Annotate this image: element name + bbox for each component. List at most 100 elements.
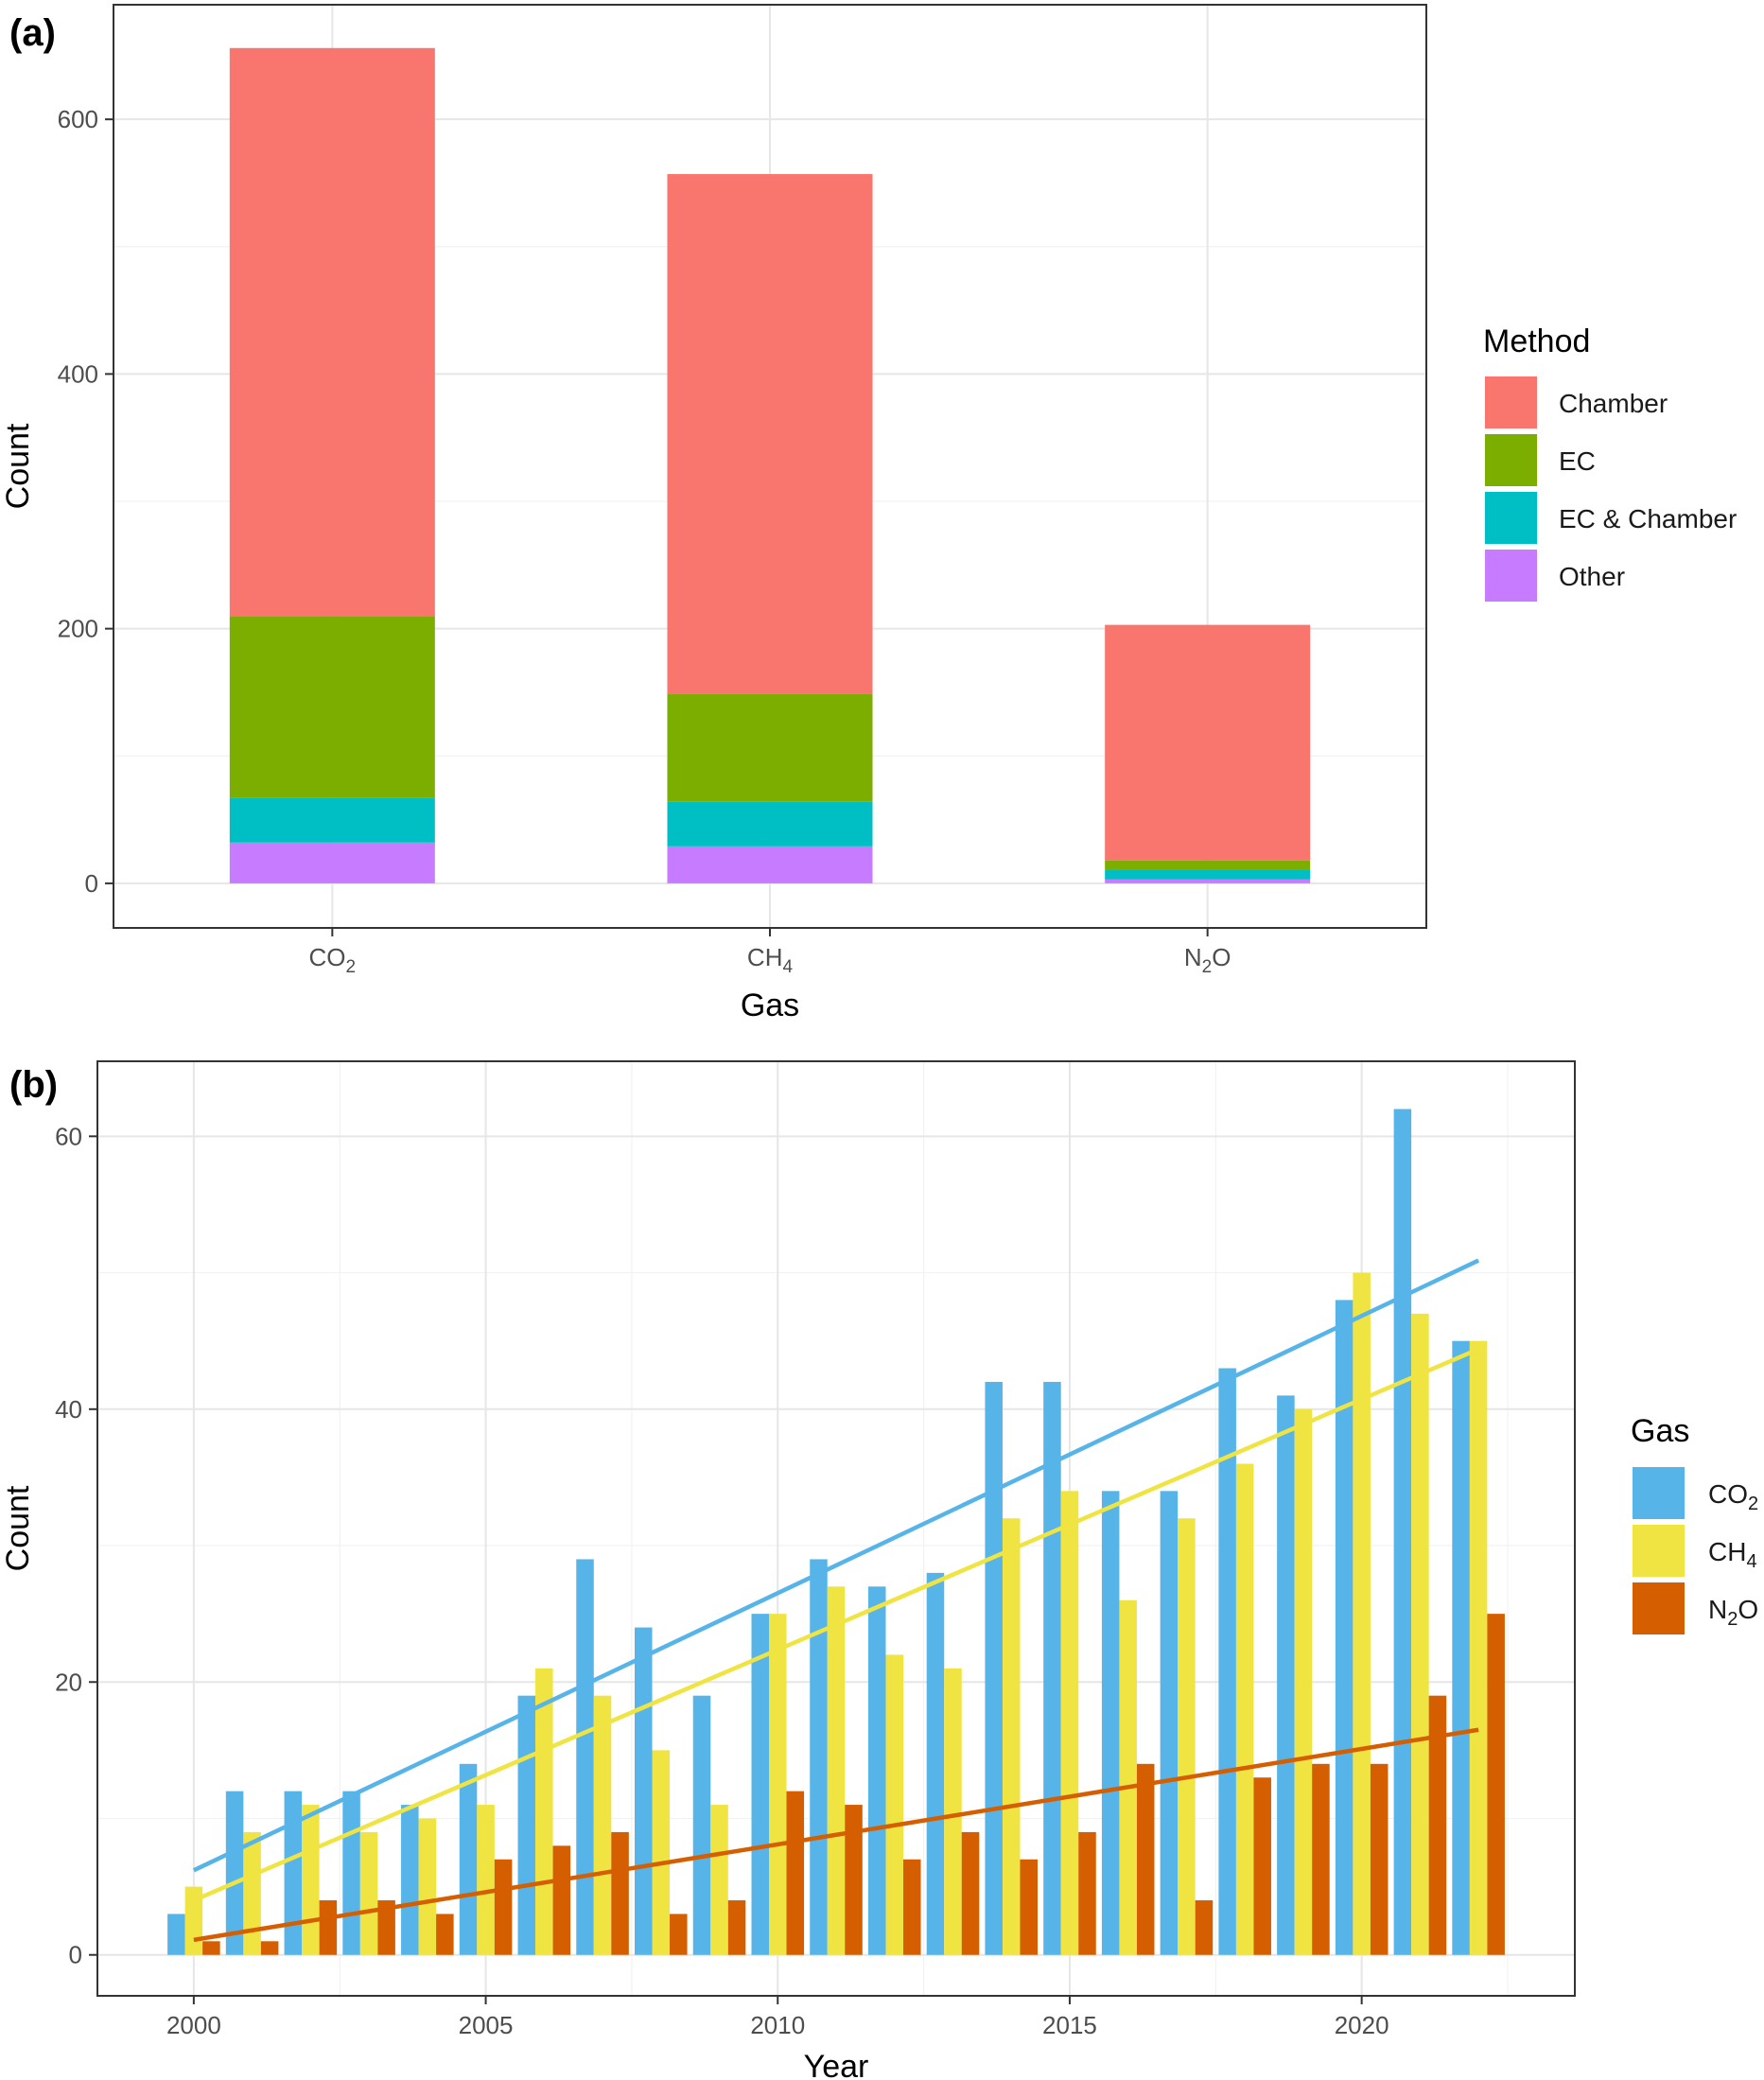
bar-co2-2017 [1160,1491,1179,1955]
bar-ch4-2009 [710,1805,728,1955]
panel-a-label: (a) [9,12,56,54]
y-tick-label: 0 [85,869,98,898]
bar-n2o-2015 [1078,1831,1096,1955]
bar-co2-2004 [401,1805,419,1955]
y-tick-label: 400 [58,359,98,388]
bar-ch4-2018 [1235,1463,1254,1955]
bar-other-ch [667,846,873,883]
bar-ch4-2016 [1119,1599,1137,1955]
x-tick-label: CH4 [747,943,794,977]
bar-n2o-2013 [961,1831,980,1955]
bar-co2-2003 [342,1791,360,1955]
bar-n2o-2016 [1136,1763,1155,1955]
bar-ch4-2006 [535,1668,553,1955]
legend-label: EC & Chamber [1559,504,1737,533]
bar-co2-2020 [1335,1300,1354,1955]
bar-n2o-2006 [552,1845,571,1955]
bar-chamber-ch [667,174,873,694]
plot-b-border [96,1060,1576,1997]
legend-swatch [1633,1467,1685,1519]
x-tick-label: CO2 [309,943,357,977]
bar-co2-2000 [167,1914,185,1955]
bar-co2-2022 [1452,1340,1470,1955]
bar-n2o-2014 [1020,1859,1038,1955]
x-tick-label: 2000 [166,2011,221,2039]
bar-ec-n [1105,860,1311,870]
bar-ch4-2021 [1411,1313,1429,1955]
bar-ch4-2002 [302,1805,320,1955]
panel-b-label: (b) [9,1064,58,1106]
legend-title: Method [1483,323,1590,359]
bar-ch4-2014 [1002,1518,1021,1955]
bar-ch4-2011 [827,1586,846,1955]
bar-co2-2014 [985,1381,1003,1955]
bar-ch4-2007 [593,1695,612,1955]
x-tick-label: 2015 [1042,2011,1097,2039]
legend-b: Gas CO2 CH4 N2O [1631,1413,1758,1634]
x-axis-title: Gas [741,988,799,1023]
y-tick-label: 0 [69,1941,82,1969]
panel-b: (b) 0 20 40 60 2000 2005 2010 2015 2020 Year Count G… [0,1060,1758,2080]
bar-ch4-2004 [418,1818,437,1955]
bar-other-co [229,842,435,883]
bar-co2-2016 [1101,1491,1120,1955]
bar-ec-chamber-ch [667,801,873,847]
legend-swatch [1485,492,1537,544]
legend-swatch [1485,434,1537,486]
bar-co2-2015 [1043,1381,1061,1955]
legend-swatch [1485,376,1537,428]
legend-swatch [1485,550,1537,602]
legend-a: Method Chamber EC EC & Chamber Other [1483,323,1737,602]
bar-ch4-2001 [243,1831,261,1955]
bar-n2o-2005 [494,1859,513,1955]
bar-co2-2002 [284,1791,303,1955]
bar-co2-2006 [517,1695,536,1955]
bar-n2o-2019 [1312,1763,1330,1955]
x-tick-label: 2010 [750,2011,805,2039]
y-axis-title: Count [0,423,36,509]
bar-ch4-2010 [769,1614,787,1955]
panel-a: (a) 0 200 400 600 CO2 CH4 N2O Gas Count Method Cham… [0,4,1737,1023]
x-tick-label: N2O [1184,943,1231,977]
bar-co2-2001 [225,1791,244,1955]
bar-n2o-2011 [845,1805,863,1955]
legend-label: Other [1559,562,1625,591]
bar-ch4-2012 [885,1654,903,1955]
bar-ch4-2019 [1294,1408,1313,1955]
legend-swatch [1633,1582,1685,1634]
bar-ch4-2020 [1353,1272,1371,1955]
bar-co2-2008 [635,1627,653,1955]
trend-line-n2o [193,1727,1479,1943]
bar-n2o-2010 [786,1791,805,1955]
bar-chamber-co [229,47,435,617]
y-tick-label: 60 [55,1122,82,1150]
trend-line-ch4 [192,1347,1480,1903]
bar-ch4-2013 [944,1668,962,1955]
bar-ch4-2003 [359,1831,378,1955]
bar-n2o-2000 [202,1941,220,1955]
legend-label: EC [1559,446,1596,476]
bar-co2-2012 [867,1586,886,1955]
y-axis-title: Count [0,1485,36,1571]
bar-n2o-2004 [436,1914,454,1955]
bar-co2-2009 [692,1695,711,1955]
bar-n2o-2001 [260,1941,279,1955]
bar-n2o-2017 [1195,1900,1214,1955]
bar-chamber-n [1105,624,1311,861]
legend-label: CH4 [1708,1537,1757,1572]
legend-title: Gas [1631,1413,1689,1449]
legend-label: Chamber [1559,389,1668,418]
bar-ec-co [229,616,435,798]
bar-n2o-2002 [319,1900,338,1955]
bar-co2-2011 [810,1559,828,1955]
bar-ch4-2017 [1178,1518,1196,1955]
bar-n2o-2007 [611,1831,629,1955]
bar-ch4-2005 [477,1805,495,1955]
legend-label: N2O [1708,1595,1758,1630]
x-tick-label: 2020 [1335,2011,1389,2039]
trend-line-co2 [192,1258,1480,1873]
y-tick-label: 40 [55,1395,82,1424]
bar-co2-2021 [1393,1109,1412,1955]
bar-co2-2013 [926,1572,945,1955]
